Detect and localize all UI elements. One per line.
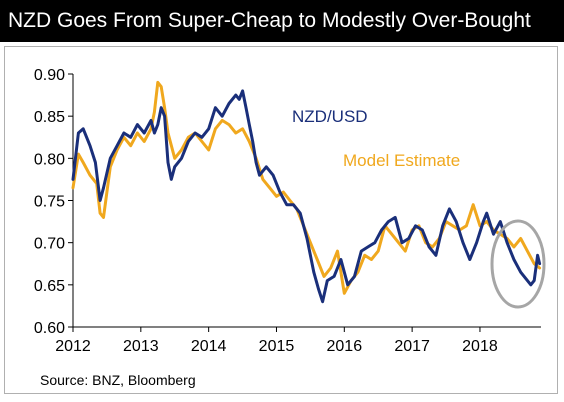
- title-bar: NZD Goes From Super-Cheap to Modestly Ov…: [0, 0, 564, 42]
- annotations: [490, 219, 546, 309]
- series-labels: NZD/USD Model Estimate: [292, 107, 460, 170]
- x-tick-label: 2013: [123, 338, 159, 355]
- x-tick-label: 2018: [462, 338, 498, 355]
- nzdusd-label: NZD/USD: [292, 107, 368, 126]
- series-group: [71, 80, 542, 304]
- x-tick-label: 2015: [259, 338, 295, 355]
- source-note: Source: BNZ, Bloomberg: [40, 372, 196, 388]
- x-tick-label: 2014: [191, 338, 227, 355]
- x-tick-label: 2012: [55, 338, 91, 355]
- y-tick-label: 0.75: [34, 194, 65, 211]
- y-tick-label: 0.80: [34, 151, 65, 168]
- y-tick-label: 0.90: [34, 67, 65, 84]
- chart-title: NZD Goes From Super-Cheap to Modestly Ov…: [8, 9, 531, 32]
- y-tick-label: 0.85: [34, 109, 65, 126]
- model-estimate-label: Model Estimate: [343, 151, 460, 170]
- y-tick-label: 0.70: [34, 236, 65, 253]
- highlight-circle: [490, 219, 546, 309]
- x-tick-label: 2016: [327, 338, 363, 355]
- nzdusd-line: [71, 89, 542, 304]
- chart-frame: [4, 46, 558, 394]
- x-tick-label: 2017: [394, 338, 430, 355]
- y-tick-label: 0.65: [34, 278, 65, 295]
- y-tick-label: 0.60: [34, 320, 65, 337]
